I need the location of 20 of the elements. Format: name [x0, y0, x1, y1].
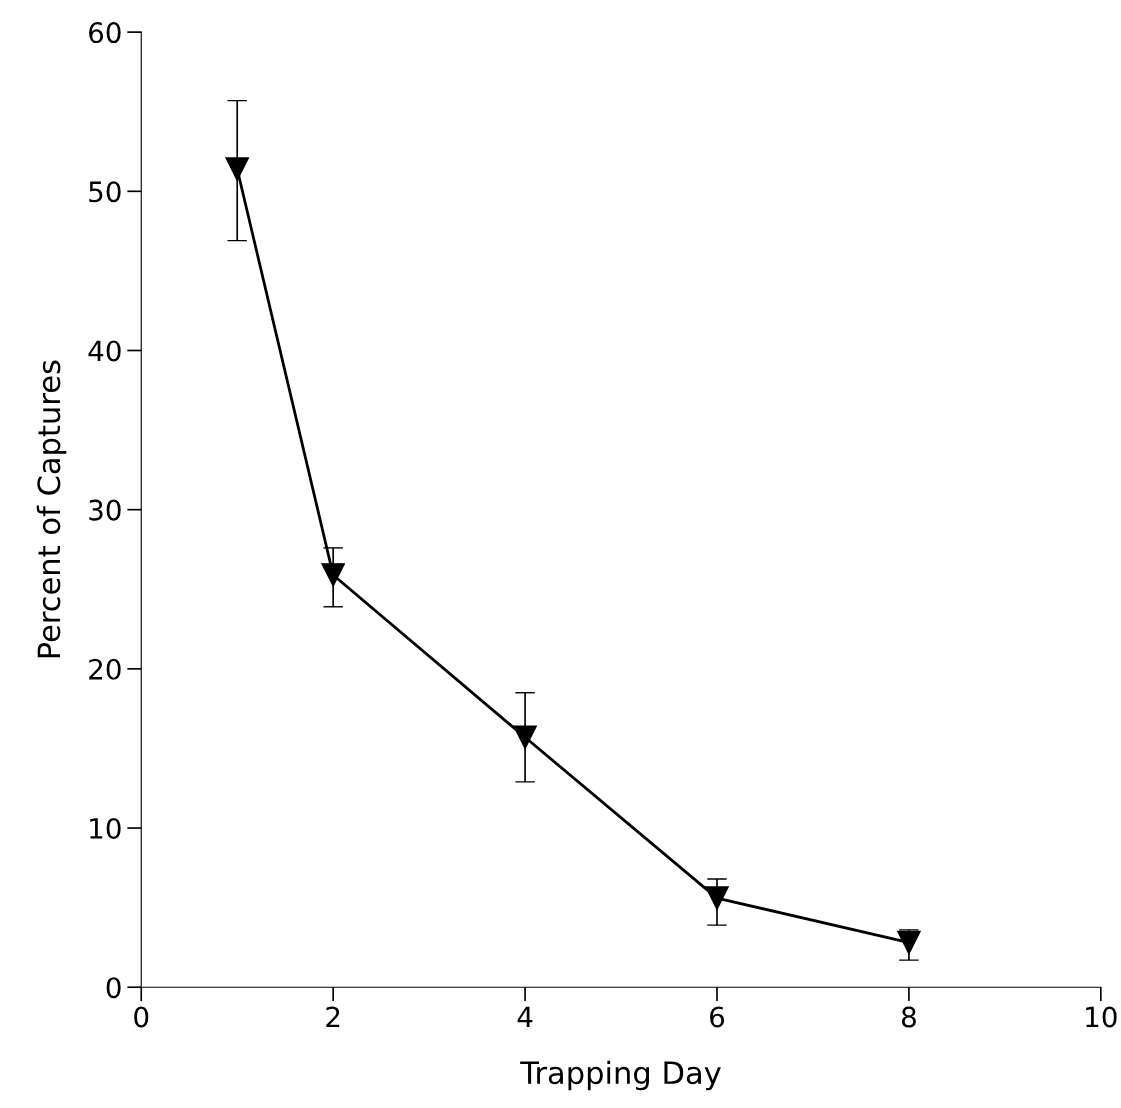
y-tick-label: 20	[89, 658, 121, 680]
y-tick-label: 10	[90, 817, 121, 839]
x-tick-label: 8	[901, 1006, 916, 1028]
y-tick-label: 30	[89, 499, 121, 521]
x-tick-label: 0	[134, 1006, 149, 1028]
point	[321, 563, 345, 587]
y-axis-title: Percent of Captures	[36, 360, 67, 658]
point	[225, 157, 250, 181]
y-tick-label: 50	[89, 181, 121, 203]
y-tick-label: 60	[89, 22, 121, 44]
y-tick-label: 40	[88, 340, 121, 362]
point	[705, 886, 729, 910]
x-tick-label: 4	[517, 1006, 533, 1028]
x-axis-title: Trapping Day	[520, 1060, 721, 1091]
y-tick-label: 0	[106, 977, 121, 999]
point	[897, 930, 921, 955]
point	[513, 725, 537, 750]
x-tick-label: 6	[710, 1006, 725, 1028]
x-tick-label: 10	[1086, 1006, 1117, 1028]
x-tick-label: 2	[326, 1006, 340, 1028]
